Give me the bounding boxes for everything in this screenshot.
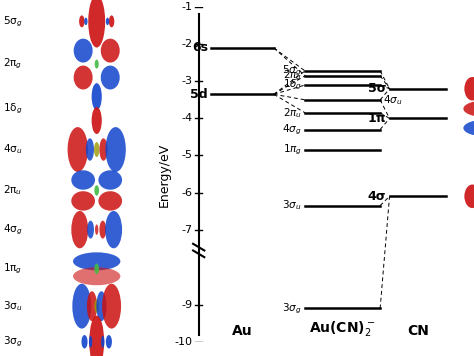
Ellipse shape <box>94 299 99 313</box>
Ellipse shape <box>82 335 88 349</box>
Text: 6s: 6s <box>192 41 208 54</box>
Text: $4σ_{g}$: $4σ_{g}$ <box>283 122 302 137</box>
Text: CN: CN <box>407 324 428 339</box>
Text: $1π_{g}$: $1π_{g}$ <box>283 143 302 157</box>
Text: -2: -2 <box>182 39 192 49</box>
Text: -4: -4 <box>182 114 192 124</box>
Ellipse shape <box>91 83 102 110</box>
Ellipse shape <box>94 142 100 157</box>
Ellipse shape <box>100 221 106 239</box>
Ellipse shape <box>79 15 84 27</box>
Text: $4σ_{u}$: $4σ_{u}$ <box>383 93 403 107</box>
Ellipse shape <box>105 211 122 248</box>
Ellipse shape <box>89 336 92 348</box>
Text: 2π$_g$: 2π$_g$ <box>3 57 22 71</box>
Text: 3σ$_g$: 3σ$_g$ <box>3 335 23 349</box>
Text: -1: -1 <box>182 2 192 12</box>
Text: $3σ_{g}$: $3σ_{g}$ <box>283 301 302 315</box>
Ellipse shape <box>464 120 474 136</box>
Ellipse shape <box>73 66 92 89</box>
Ellipse shape <box>88 0 105 48</box>
Ellipse shape <box>95 224 99 235</box>
Ellipse shape <box>73 39 92 63</box>
Text: 5σ: 5σ <box>368 82 386 95</box>
Text: $3σ_{u}$: $3σ_{u}$ <box>283 199 302 213</box>
Ellipse shape <box>84 18 88 25</box>
Ellipse shape <box>96 291 107 321</box>
Ellipse shape <box>102 284 121 329</box>
Ellipse shape <box>101 336 104 348</box>
Text: $2π_{u}$: $2π_{u}$ <box>283 106 302 120</box>
Text: $5σ_{g}$: $5σ_{g}$ <box>283 64 302 78</box>
Ellipse shape <box>73 284 91 329</box>
Ellipse shape <box>106 127 126 172</box>
Text: Au: Au <box>232 324 253 339</box>
Text: -5: -5 <box>182 151 192 161</box>
Ellipse shape <box>465 77 474 100</box>
Text: 4σ$_g$: 4σ$_g$ <box>3 222 23 237</box>
Ellipse shape <box>99 191 122 211</box>
Text: 5σ$_g$: 5σ$_g$ <box>3 14 23 28</box>
Ellipse shape <box>94 185 99 196</box>
Text: 1π: 1π <box>368 112 386 125</box>
Ellipse shape <box>91 107 102 134</box>
Text: -10: -10 <box>174 337 192 347</box>
Text: 5d: 5d <box>191 88 208 101</box>
Ellipse shape <box>465 184 474 208</box>
Ellipse shape <box>109 15 114 27</box>
Text: -3: -3 <box>182 76 192 86</box>
Ellipse shape <box>464 101 474 117</box>
Ellipse shape <box>73 267 120 285</box>
Ellipse shape <box>94 263 99 274</box>
Ellipse shape <box>71 170 95 190</box>
Text: Au(CN)$_2^-$: Au(CN)$_2^-$ <box>310 319 376 339</box>
Text: 4σ: 4σ <box>368 190 386 203</box>
Text: $1δ_{g}$: $1δ_{g}$ <box>283 78 302 92</box>
Ellipse shape <box>87 221 94 239</box>
Text: 3σ$_u$: 3σ$_u$ <box>3 299 23 313</box>
Text: Energy/eV: Energy/eV <box>158 142 171 206</box>
Ellipse shape <box>71 191 95 211</box>
Text: 1π$_g$: 1π$_g$ <box>3 262 22 276</box>
Ellipse shape <box>95 59 99 69</box>
Ellipse shape <box>87 291 97 321</box>
Text: -6: -6 <box>182 188 192 198</box>
Ellipse shape <box>89 315 104 356</box>
Text: 2π$_u$: 2π$_u$ <box>3 184 22 197</box>
Ellipse shape <box>68 127 88 172</box>
Ellipse shape <box>100 138 108 161</box>
Ellipse shape <box>71 211 88 248</box>
Ellipse shape <box>106 18 109 25</box>
Text: -9: -9 <box>182 300 192 310</box>
Text: 1δ$_g$: 1δ$_g$ <box>3 101 23 116</box>
Ellipse shape <box>101 39 120 63</box>
Text: -7: -7 <box>182 225 192 235</box>
Text: $2π_{g}$: $2π_{g}$ <box>283 69 302 83</box>
Ellipse shape <box>101 66 120 89</box>
Ellipse shape <box>99 170 122 190</box>
Text: 4σ$_u$: 4σ$_u$ <box>3 143 23 156</box>
Ellipse shape <box>106 335 112 349</box>
Ellipse shape <box>86 138 94 161</box>
Ellipse shape <box>73 252 120 270</box>
